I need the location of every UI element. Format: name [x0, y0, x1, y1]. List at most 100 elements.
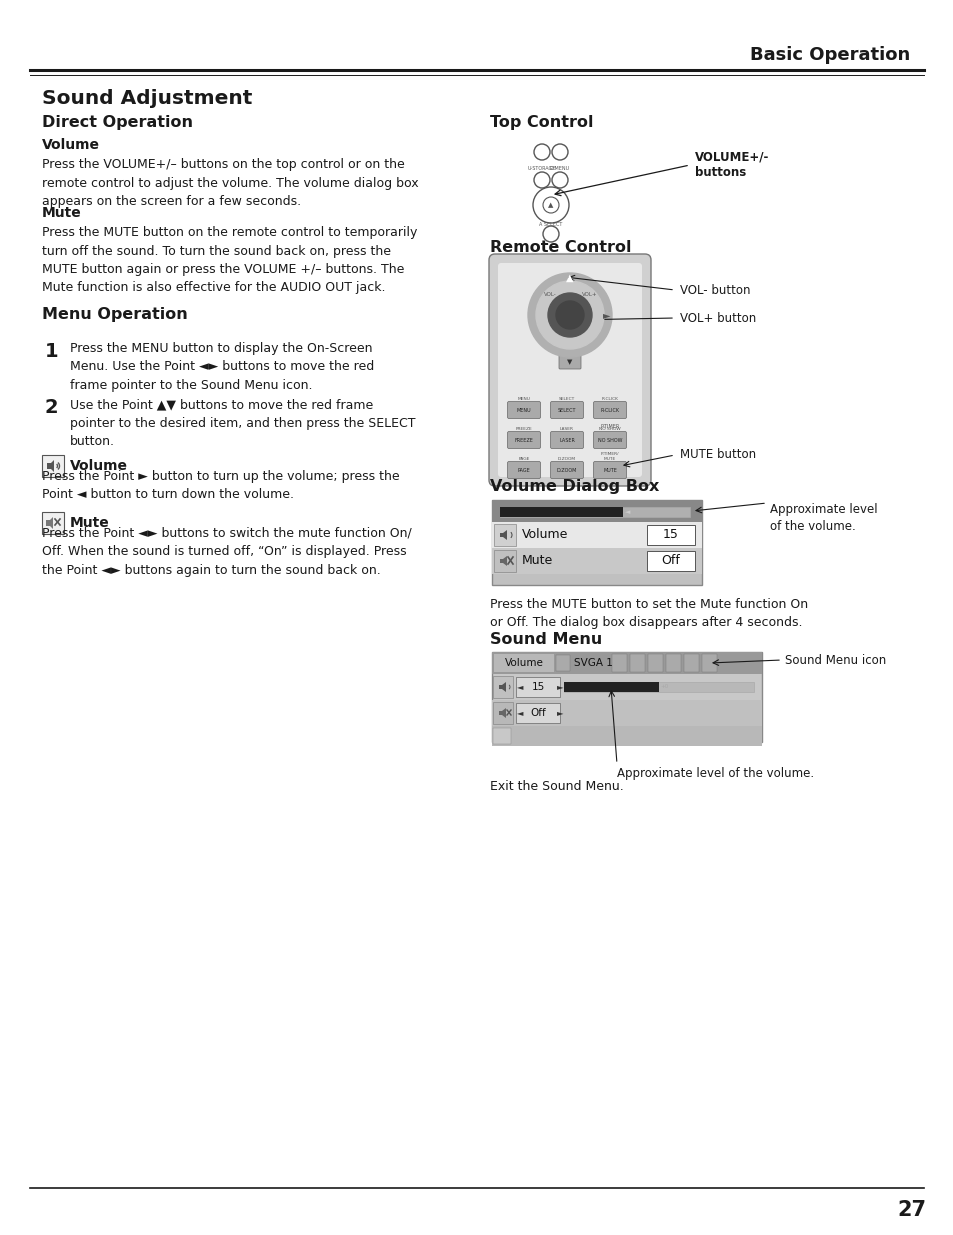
Polygon shape — [46, 517, 53, 529]
Text: Press the Point ► button to turn up the volume; press the
Point ◄ button to turn: Press the Point ► button to turn up the … — [42, 471, 399, 501]
Text: Volume: Volume — [521, 529, 568, 541]
Bar — [492, 500, 701, 585]
Bar — [516, 703, 559, 722]
Text: Mute: Mute — [70, 516, 110, 530]
Text: MUTE button: MUTE button — [679, 448, 756, 462]
Bar — [563, 682, 659, 692]
Polygon shape — [47, 459, 54, 472]
Bar — [612, 655, 626, 672]
Text: PAGE: PAGE — [517, 468, 530, 473]
FancyBboxPatch shape — [497, 263, 641, 477]
Text: 27: 27 — [897, 1200, 925, 1220]
Bar — [516, 677, 559, 697]
Text: VOL+: VOL+ — [581, 293, 598, 298]
Text: Press the Point ◄► buttons to switch the mute function On/
Off. When the sound i: Press the Point ◄► buttons to switch the… — [42, 527, 412, 577]
Text: Sound Menu icon: Sound Menu icon — [784, 653, 885, 667]
Text: VOLUME+/-
buttons: VOLUME+/- buttons — [695, 151, 768, 179]
Bar — [42, 513, 64, 534]
Text: SELECT: SELECT — [558, 396, 575, 401]
Text: ►: ► — [557, 683, 563, 692]
FancyBboxPatch shape — [593, 431, 626, 448]
Circle shape — [547, 293, 592, 337]
Text: ►: ► — [557, 709, 563, 718]
FancyBboxPatch shape — [489, 254, 650, 487]
Text: P-TIMER: P-TIMER — [599, 424, 619, 429]
Text: ◄: ◄ — [517, 709, 523, 718]
Text: SVGA 1: SVGA 1 — [574, 658, 612, 668]
Text: Direct Operation: Direct Operation — [42, 115, 193, 130]
Text: VOL- button: VOL- button — [679, 284, 750, 296]
Text: U-STORAGE: U-STORAGE — [527, 165, 556, 170]
Bar — [492, 652, 761, 674]
Text: Basic Operation: Basic Operation — [749, 46, 909, 64]
Polygon shape — [498, 682, 505, 692]
Bar — [492, 548, 701, 574]
Text: ◄: ◄ — [517, 683, 523, 692]
Bar — [556, 655, 569, 671]
Text: Exit the Sound Menu.: Exit the Sound Menu. — [490, 781, 623, 793]
Text: Press the MUTE button on the remote control to temporarily
turn off the sound. T: Press the MUTE button on the remote cont… — [42, 226, 417, 294]
Bar — [494, 524, 516, 546]
FancyBboxPatch shape — [593, 401, 626, 419]
Bar — [494, 550, 516, 572]
Text: MENU: MENU — [517, 396, 530, 401]
Text: ▼: ▼ — [567, 359, 572, 366]
Text: D.ZOOM: D.ZOOM — [558, 457, 576, 461]
Bar — [683, 655, 699, 672]
Text: Press the VOLUME+/– buttons on the top control or on the
remote control to adjus: Press the VOLUME+/– buttons on the top c… — [42, 158, 418, 207]
Polygon shape — [498, 708, 505, 718]
Text: SELECT: SELECT — [558, 408, 576, 412]
FancyBboxPatch shape — [550, 462, 583, 478]
Text: 2: 2 — [45, 398, 58, 417]
Text: Off: Off — [530, 708, 545, 718]
Bar — [493, 727, 511, 743]
Bar — [646, 551, 695, 571]
Bar — [646, 525, 695, 545]
Bar — [665, 655, 680, 672]
Text: NO SHOW: NO SHOW — [598, 427, 620, 431]
Text: Sound Menu: Sound Menu — [490, 632, 601, 647]
Text: ▲: ▲ — [566, 273, 573, 283]
Text: MUTE: MUTE — [602, 468, 617, 473]
Text: ▲: ▲ — [548, 203, 553, 207]
Text: VOL+ button: VOL+ button — [679, 311, 756, 325]
Bar — [492, 652, 761, 742]
Bar — [563, 682, 753, 692]
FancyBboxPatch shape — [550, 401, 583, 419]
Text: R-CLICK: R-CLICK — [599, 408, 618, 412]
Bar — [494, 655, 554, 672]
Bar — [492, 500, 701, 522]
FancyBboxPatch shape — [558, 354, 580, 369]
Text: +0: +0 — [659, 684, 667, 689]
FancyBboxPatch shape — [593, 462, 626, 478]
Bar — [42, 454, 64, 477]
Text: Off: Off — [660, 555, 679, 568]
Text: NO SHOW: NO SHOW — [598, 437, 621, 442]
Text: Remote Control: Remote Control — [490, 241, 631, 256]
Bar — [499, 508, 622, 517]
Bar — [493, 701, 513, 724]
Text: Mute: Mute — [521, 555, 553, 568]
Text: LASER: LASER — [558, 437, 575, 442]
Bar — [499, 508, 689, 517]
Text: Menu Operation: Menu Operation — [42, 308, 188, 322]
FancyBboxPatch shape — [507, 462, 540, 478]
Bar — [701, 655, 717, 672]
FancyBboxPatch shape — [507, 401, 540, 419]
Text: MENU: MENU — [517, 408, 531, 412]
Text: Top Control: Top Control — [490, 115, 593, 130]
Text: ►: ► — [602, 310, 610, 320]
Text: FREEZE: FREEZE — [514, 437, 533, 442]
Text: Volume Dialog Box: Volume Dialog Box — [490, 479, 659, 494]
Text: Use the Point ▲▼ buttons to move the red frame
pointer to the desired item, and : Use the Point ▲▼ buttons to move the red… — [70, 398, 416, 448]
Text: Press the MUTE button to set the Mute function On
or Off. The dialog box disappe: Press the MUTE button to set the Mute fu… — [490, 598, 807, 629]
FancyBboxPatch shape — [507, 431, 540, 448]
Circle shape — [527, 273, 612, 357]
Text: Volume: Volume — [42, 138, 100, 152]
Text: R-CLICK: R-CLICK — [601, 396, 618, 401]
Text: A SELECT: A SELECT — [538, 222, 562, 227]
Bar — [493, 676, 513, 698]
Circle shape — [556, 301, 583, 329]
Text: LASER: LASER — [559, 427, 574, 431]
Text: Approximate level
of the volume.: Approximate level of the volume. — [769, 503, 877, 534]
